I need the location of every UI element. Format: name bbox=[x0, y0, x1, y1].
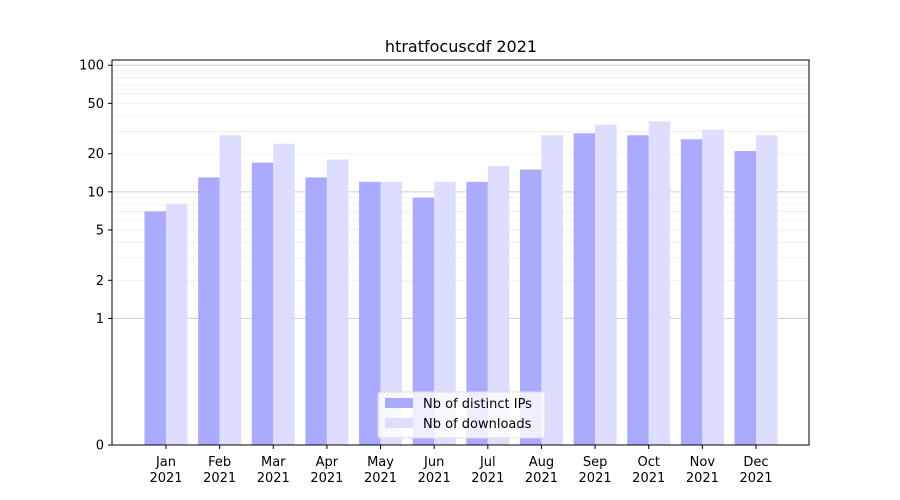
x-tick-label-month: Apr bbox=[316, 455, 339, 470]
bar-distinct-ips bbox=[359, 181, 381, 445]
bar-distinct-ips bbox=[305, 177, 327, 446]
legend-swatch bbox=[385, 418, 413, 428]
x-tick-label-month: May bbox=[367, 455, 394, 470]
bar-distinct-ips bbox=[519, 169, 542, 445]
x-tick-label-month: Mar bbox=[261, 455, 286, 470]
bar-distinct-ips bbox=[198, 177, 220, 446]
x-tick-label-year: 2021 bbox=[471, 471, 504, 486]
bar-downloads bbox=[380, 181, 403, 445]
bar-downloads bbox=[219, 135, 242, 445]
x-axis: Jan2021Feb2021Mar2021Apr2021May2021Jun20… bbox=[149, 445, 773, 486]
plot-frame bbox=[111, 59, 810, 446]
y-tick-label: 20 bbox=[87, 147, 104, 162]
bar-distinct-ips bbox=[573, 133, 596, 445]
bar-distinct-ips bbox=[412, 197, 435, 445]
x-tick-label-year: 2021 bbox=[203, 471, 236, 486]
bars bbox=[144, 121, 778, 446]
bar-downloads bbox=[648, 121, 671, 445]
y-axis: 0 1 2 5 10 20 50 100 bbox=[79, 59, 112, 454]
bar-distinct-ips bbox=[251, 162, 274, 445]
bar-downloads bbox=[595, 124, 617, 445]
x-tick-label-month: Oct bbox=[637, 455, 659, 470]
x-tick-label-month: Dec bbox=[743, 455, 768, 470]
y-tick-label: 100 bbox=[79, 59, 104, 74]
bar-distinct-ips bbox=[627, 135, 649, 445]
x-tick-label-year: 2021 bbox=[632, 471, 665, 486]
x-tick-label-year: 2021 bbox=[686, 471, 719, 486]
bar-downloads bbox=[166, 204, 188, 445]
bar-downloads bbox=[487, 165, 510, 446]
y-tick-label: 0 bbox=[96, 439, 104, 454]
x-tick-label-year: 2021 bbox=[364, 471, 397, 486]
x-tick-label-month: Jun bbox=[423, 455, 444, 470]
bar-downloads bbox=[702, 129, 724, 445]
bar-downloads bbox=[541, 135, 563, 445]
bar-downloads bbox=[434, 181, 456, 445]
legend: Nb of distinct IPs Nb of downloads bbox=[377, 391, 546, 439]
legend-box bbox=[377, 391, 546, 439]
chart-title: htratfocuscdf 2021 bbox=[385, 37, 537, 56]
x-tick-label-year: 2021 bbox=[310, 471, 343, 486]
bar-downloads bbox=[756, 135, 778, 445]
x-tick-label-month: Nov bbox=[690, 455, 716, 470]
legend-label: Nb of distinct IPs bbox=[423, 397, 532, 412]
x-tick-label-year: 2021 bbox=[525, 471, 558, 486]
x-tick-label-year: 2021 bbox=[257, 471, 290, 486]
y-tick-label: 5 bbox=[96, 223, 104, 238]
y-tick-label: 10 bbox=[87, 185, 104, 200]
y-tick-label: 50 bbox=[87, 97, 104, 112]
y-tick-label: 2 bbox=[96, 274, 104, 289]
x-tick-label-year: 2021 bbox=[739, 471, 772, 486]
x-tick-label-month: Aug bbox=[529, 455, 554, 470]
x-tick-label-year: 2021 bbox=[149, 471, 182, 486]
bar-distinct-ips bbox=[466, 181, 488, 445]
bar-distinct-ips bbox=[734, 151, 756, 445]
bar-distinct-ips bbox=[144, 211, 166, 445]
legend-swatch bbox=[385, 398, 413, 408]
x-tick-label-month: Sep bbox=[583, 455, 608, 470]
x-tick-label-month: Jul bbox=[479, 455, 496, 470]
x-tick-label-year: 2021 bbox=[579, 471, 612, 486]
x-tick-label-month: Jan bbox=[155, 455, 176, 470]
y-tick-label: 1 bbox=[96, 312, 104, 327]
x-tick-label-month: Feb bbox=[208, 455, 231, 470]
legend-label: Nb of downloads bbox=[423, 417, 532, 432]
bar-downloads bbox=[326, 159, 349, 445]
bar-downloads bbox=[273, 143, 295, 445]
x-tick-label-year: 2021 bbox=[418, 471, 451, 486]
bar-distinct-ips bbox=[680, 139, 703, 445]
